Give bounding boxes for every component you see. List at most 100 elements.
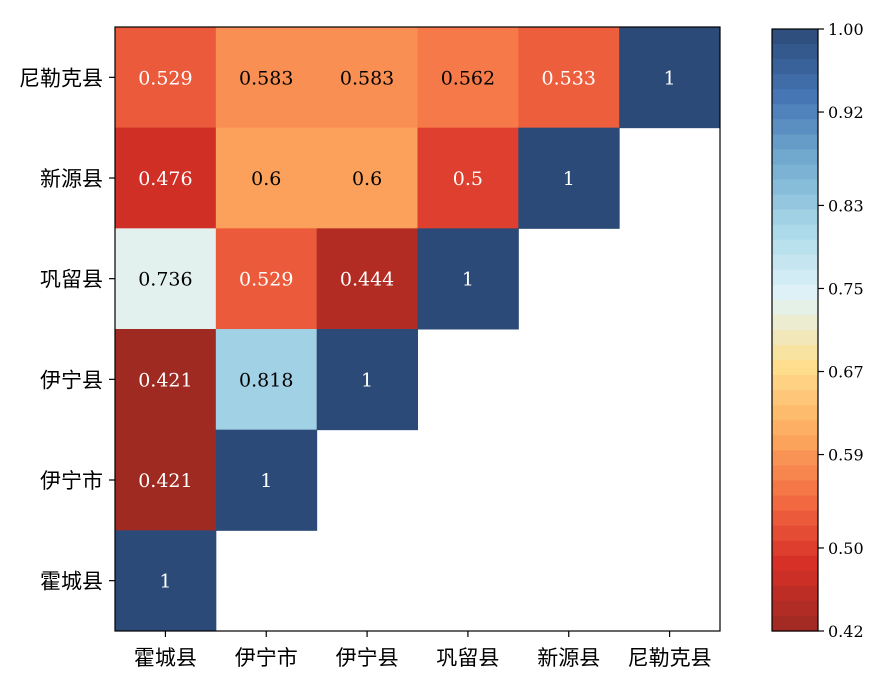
colorbar-segment (772, 480, 818, 497)
x-axis: 霍城县 伊宁市 伊宁县 巩留县 新源县 尼勒克县 (134, 631, 712, 670)
y-tick-label: 伊宁县 (40, 368, 103, 392)
cell-value-label: 0.583 (340, 67, 394, 89)
colorbar-segment (772, 239, 818, 256)
colorbar-segment (772, 44, 818, 60)
colorbar-segment (772, 390, 818, 406)
x-tick-label: 霍城县 (134, 646, 197, 670)
heatmap-cell (115, 329, 217, 431)
colorbar: 1.00 0.92 0.83 0.75 0.67 0.59 0.50 0.42 (771, 20, 864, 641)
colorbar-segment (772, 59, 818, 75)
colorbar-segment (772, 555, 818, 572)
heatmap-cell (316, 127, 418, 229)
y-tick-label: 伊宁市 (40, 469, 103, 493)
colorbar-segment (772, 29, 818, 45)
colorbar-tick-label: 0.50 (828, 539, 864, 558)
colorbar-segment (772, 345, 818, 361)
colorbar-tick-label: 0.67 (828, 363, 864, 382)
heatmap-cell (619, 27, 721, 129)
cell-value-label: 0.476 (138, 168, 192, 190)
colorbar-segment (772, 510, 818, 527)
colorbar-segment (772, 254, 818, 271)
heatmap-cell (115, 127, 217, 229)
cell-value-label: 0.421 (138, 470, 192, 492)
y-tick-label: 巩留县 (40, 268, 103, 292)
x-tick-label: 新源县 (537, 646, 600, 670)
colorbar-segment (772, 525, 818, 542)
colorbar-tick-label: 0.92 (828, 103, 864, 122)
cell-value-label: 0.529 (239, 269, 293, 291)
colorbar-segment (772, 615, 818, 632)
cell-value-label: 0.529 (138, 67, 192, 89)
cell-value-label: 0.583 (239, 67, 293, 89)
cell-value-label: 0.818 (239, 369, 293, 391)
cell-value-label: 1 (462, 269, 474, 291)
cell-value-label: 1 (361, 369, 373, 391)
colorbar-segment (772, 585, 818, 602)
colorbar-tick-label: 0.75 (828, 279, 864, 298)
heatmap-cell (316, 27, 418, 129)
heatmap-cell (518, 27, 620, 129)
plot-frame (114, 26, 721, 632)
heatmap-cell (417, 27, 519, 129)
cell-value-label: 1 (563, 168, 575, 190)
x-tick-label: 巩留县 (436, 646, 499, 670)
heatmap-cell (115, 530, 217, 632)
heatmap-cell (215, 228, 318, 330)
y-tick-label: 尼勒克县 (19, 66, 103, 90)
cell-value-label: 0.533 (542, 67, 596, 89)
cell-value-label: 0.6 (251, 168, 281, 190)
colorbar-segment (772, 360, 818, 376)
colorbar-segment (772, 405, 818, 421)
heatmap-cell (215, 329, 318, 431)
colorbar-segment (772, 465, 818, 482)
x-tick-label: 伊宁县 (336, 646, 399, 670)
colorbar-segment (772, 330, 818, 346)
colorbar-tick-label: 0.42 (828, 622, 864, 641)
heatmap-cell (417, 127, 519, 229)
colorbar-segment (772, 89, 818, 105)
colorbar-segment (772, 134, 818, 150)
colorbar-segment (772, 194, 818, 211)
cell-value-label: 0.5 (453, 168, 483, 190)
heatmap-cell (215, 27, 318, 129)
colorbar-segment (772, 450, 818, 467)
heatmap-cell (115, 429, 217, 531)
x-tick-label: 尼勒克县 (628, 646, 712, 670)
colorbar-segment (772, 600, 818, 617)
colorbar-segment (772, 209, 818, 226)
x-tick-label: 伊宁市 (235, 646, 298, 670)
heatmap-cell (316, 329, 418, 431)
cell-value-label: 1 (260, 470, 272, 492)
colorbar-segment (772, 149, 818, 166)
cell-value-label: 0.6 (352, 168, 382, 190)
colorbar-segment (772, 495, 818, 512)
y-tick-label: 霍城县 (40, 570, 103, 594)
heatmap-cell (215, 127, 318, 229)
heatmap-cells (115, 27, 721, 632)
colorbar-tick-label: 0.83 (828, 196, 864, 215)
colorbar-tick-label: 0.59 (828, 446, 864, 465)
colorbar-segment (772, 314, 818, 331)
colorbar-segment (772, 74, 818, 90)
heatmap-cell (518, 127, 620, 229)
colorbar-segment (772, 284, 818, 301)
cell-value-label: 1 (159, 571, 171, 593)
colorbar-segment (772, 104, 818, 120)
colorbar-segment (772, 164, 818, 181)
colorbar-segment (772, 269, 818, 286)
colorbar-segment (772, 375, 818, 391)
heatmap-cell (115, 27, 217, 129)
colorbar-frame (771, 28, 819, 632)
colorbar-segment (772, 570, 818, 587)
cell-value-label: 0.421 (138, 369, 192, 391)
y-tick-label: 新源县 (40, 167, 103, 191)
colorbar-segment (772, 540, 818, 557)
heatmap-cell-labels: 0.529 0.583 0.583 0.562 0.533 1 0.476 0.6 0.6 0.5… (138, 67, 675, 592)
colorbar-segment (772, 119, 818, 135)
colorbar-segment (772, 224, 818, 241)
colorbar-tick-label: 1.00 (828, 20, 864, 39)
colorbar-segment (772, 179, 818, 196)
cell-value-label: 1 (664, 67, 676, 89)
